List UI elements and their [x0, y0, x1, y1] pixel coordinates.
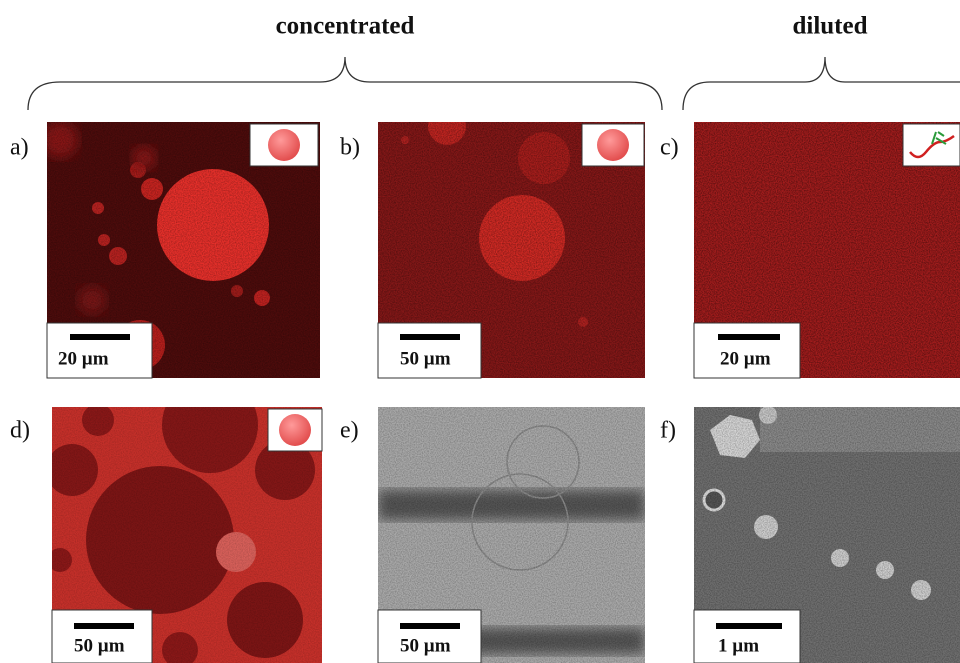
brace	[682, 56, 960, 111]
panel-label: b)	[340, 135, 360, 161]
sphere-icon	[268, 129, 300, 161]
scale-line	[716, 623, 782, 629]
header-right: diluted	[792, 13, 867, 40]
polymer-icon	[909, 134, 955, 159]
scale-line	[400, 334, 460, 340]
scale-box	[51, 609, 153, 663]
inset	[249, 123, 960, 452]
panel-label: c)	[660, 135, 679, 161]
scale-text: 20 µm	[720, 348, 771, 369]
panel-label: f)	[660, 418, 676, 444]
scale-text: 20 µm	[58, 348, 109, 369]
panel-label: d)	[10, 418, 30, 444]
scale-line	[74, 623, 134, 629]
scale-box	[377, 609, 482, 663]
scale-line	[400, 623, 460, 629]
sphere-icon	[597, 129, 629, 161]
scale-box	[693, 322, 801, 379]
scale-box	[46, 322, 153, 379]
scale-text: 50 µm	[400, 635, 451, 656]
panel-label: e)	[340, 418, 359, 444]
polymer-icon	[931, 131, 947, 145]
scale-bar: 20 µm 50 µm 20 µm 50 µm 50 µm 1 µm	[46, 322, 801, 663]
brace	[27, 56, 663, 111]
scale-line	[70, 334, 130, 340]
scale-box	[377, 322, 482, 379]
micrograph	[52, 407, 322, 663]
scale-line	[718, 334, 780, 340]
header-left: concentrated	[276, 13, 415, 40]
sphere-icon	[279, 414, 311, 446]
scale-box	[693, 609, 801, 663]
scale-text: 50 µm	[400, 348, 451, 369]
scale-text: 50 µm	[74, 635, 125, 656]
scale-text: 1 µm	[718, 635, 759, 656]
panel-label: a)	[10, 135, 29, 161]
